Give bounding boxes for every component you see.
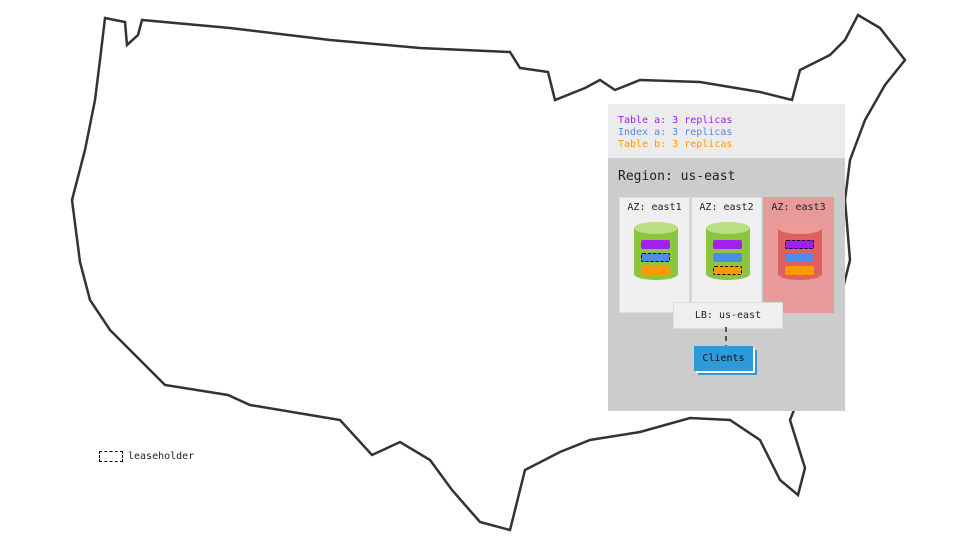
node-cylinder-failed xyxy=(778,222,822,286)
node-cylinder xyxy=(706,222,750,286)
legend-table-a: Table a: 3 replicas xyxy=(618,115,733,126)
clients: Clients xyxy=(694,346,753,371)
az-east3: AZ: east3 xyxy=(763,197,834,313)
region-title: Region: us-east xyxy=(618,169,736,184)
node-cylinder xyxy=(634,222,678,286)
legend-index-a: Index a: 3 replicas xyxy=(618,127,733,138)
replica-table-a xyxy=(713,240,742,249)
link-lb-clients xyxy=(725,327,727,347)
replica-table-b xyxy=(785,266,814,275)
replica-legend xyxy=(608,104,845,158)
az-east1: AZ: east1 xyxy=(619,197,690,313)
replica-index-a xyxy=(713,253,742,262)
replica-table-b xyxy=(641,266,670,275)
load-balancer: LB: us-east xyxy=(673,302,783,329)
replica-index-a-leaseholder xyxy=(641,253,670,262)
leaseholder-legend: leaseholder xyxy=(99,451,194,462)
replica-index-a xyxy=(785,253,814,262)
replica-table-b-leaseholder xyxy=(713,266,742,275)
dashed-box-icon xyxy=(99,451,123,462)
replica-table-a-leaseholder xyxy=(785,240,814,249)
replica-table-a xyxy=(641,240,670,249)
az-east2: AZ: east2 xyxy=(691,197,762,313)
leaseholder-label: leaseholder xyxy=(128,451,195,462)
legend-table-b: Table b: 3 replicas xyxy=(618,139,733,150)
az-label: AZ: east3 xyxy=(771,202,826,213)
az-label: AZ: east1 xyxy=(627,202,682,213)
az-label: AZ: east2 xyxy=(699,202,754,213)
